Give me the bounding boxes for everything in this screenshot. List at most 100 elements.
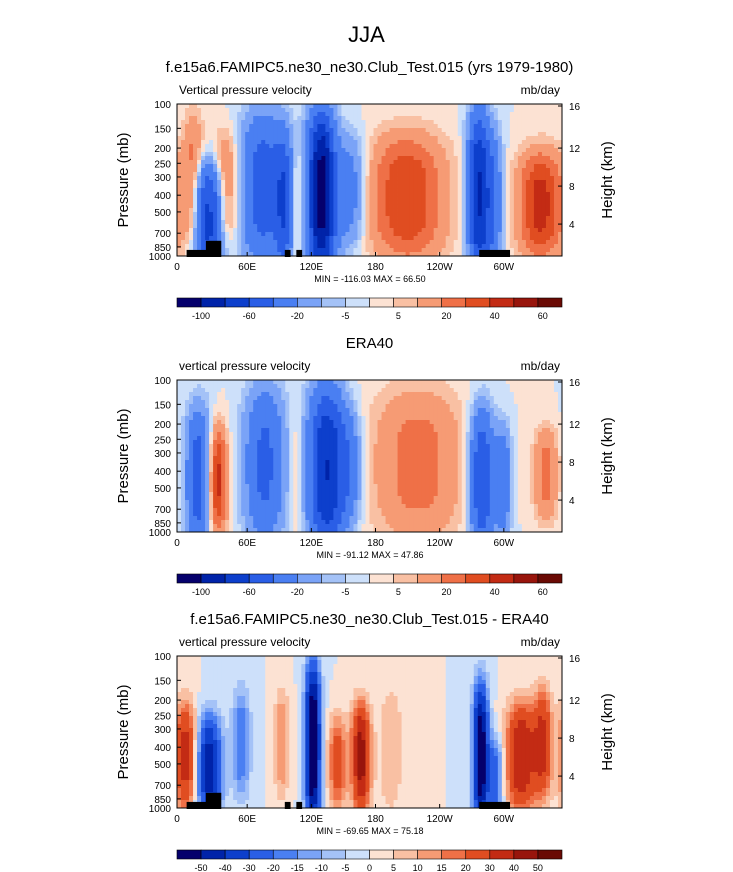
heatmap-cell xyxy=(317,220,322,225)
heatmap-cell xyxy=(477,232,483,237)
heatmap-cell xyxy=(405,120,410,125)
heatmap-cell xyxy=(425,392,431,397)
heatmap-cell xyxy=(337,124,342,129)
heatmap-cell xyxy=(433,392,439,397)
heatmap-cell xyxy=(489,384,495,389)
heatmap-cell xyxy=(489,200,495,205)
heatmap-cell xyxy=(477,404,483,409)
heatmap-cell xyxy=(261,152,266,157)
heatmap-cell xyxy=(181,112,186,117)
heatmap-cell xyxy=(201,172,206,177)
heatmap-cell xyxy=(425,132,431,137)
heatmap-cell xyxy=(361,108,366,113)
heatmap-cell xyxy=(505,192,511,197)
heatmap-cell xyxy=(321,244,326,249)
heatmap-cell xyxy=(513,120,519,125)
heatmap-cell xyxy=(365,236,370,241)
heatmap-cell xyxy=(277,128,282,133)
heatmap-cell xyxy=(361,400,366,405)
heatmap-cell xyxy=(345,180,350,185)
heatmap-cell xyxy=(197,144,202,149)
heatmap-cell xyxy=(541,244,547,249)
heatmap-cell xyxy=(453,408,459,413)
heatmap-cell xyxy=(353,116,358,121)
heatmap-cell xyxy=(413,408,419,413)
heatmap-cell xyxy=(365,228,370,233)
heatmap-cell xyxy=(341,164,346,169)
heatmap-cell xyxy=(429,144,435,149)
heatmap-cell xyxy=(257,220,262,225)
heatmap-cell xyxy=(449,400,455,405)
heatmap-cell xyxy=(397,236,402,241)
heatmap-cell xyxy=(305,400,310,405)
heatmap-cell xyxy=(305,192,310,197)
heatmap-cell xyxy=(333,208,338,213)
heatmap-cell xyxy=(425,120,431,125)
heatmap-cell xyxy=(197,380,202,385)
heatmap-cell xyxy=(497,208,503,213)
heatmap-cell xyxy=(293,104,298,109)
heatmap-cell xyxy=(401,152,406,157)
heatmap-cell xyxy=(293,128,298,133)
heatmap-cell xyxy=(329,196,334,201)
heatmap-cell xyxy=(421,184,427,189)
heatmap-cell xyxy=(413,116,419,121)
heatmap-cell xyxy=(213,388,218,393)
heatmap-cell xyxy=(473,380,479,385)
heatmap-cell xyxy=(201,184,206,189)
heatmap-cell xyxy=(545,380,551,385)
heatmap-cell xyxy=(317,164,322,169)
heatmap-cell xyxy=(293,148,298,153)
colorbar-swatch xyxy=(417,297,442,308)
heatmap-cell xyxy=(237,388,242,393)
heatmap-cell xyxy=(317,400,322,405)
heatmap-cell xyxy=(249,152,254,157)
heatmap-cell xyxy=(437,164,443,169)
heatmap-cell xyxy=(453,192,459,197)
heatmap-cell xyxy=(353,104,358,109)
heatmap-cell xyxy=(293,124,298,129)
heatmap-cell xyxy=(545,104,551,109)
heatmap-cell xyxy=(469,144,475,149)
heatmap-cell xyxy=(437,104,443,109)
heatmap-cell xyxy=(329,156,334,161)
heatmap-cell xyxy=(185,148,190,153)
heatmap-cell xyxy=(177,120,182,125)
heatmap-cell xyxy=(273,236,278,241)
heatmap-cell xyxy=(549,144,555,149)
heatmap-cell xyxy=(521,152,527,157)
heatmap-cell xyxy=(441,112,447,117)
heatmap-cell xyxy=(529,396,535,401)
heatmap-cell xyxy=(329,144,334,149)
heatmap-cell xyxy=(485,184,491,189)
heatmap-cell xyxy=(249,220,254,225)
heatmap-cell xyxy=(493,120,499,125)
heatmap-cell xyxy=(209,220,214,225)
heatmap-cell xyxy=(445,188,451,193)
heatmap-cell xyxy=(381,120,386,125)
heatmap-cell xyxy=(497,156,503,161)
heatmap-cell xyxy=(233,388,238,393)
heatmap-cell xyxy=(489,144,495,149)
heatmap-cell xyxy=(557,400,563,405)
heatmap-cell xyxy=(193,192,198,197)
heatmap-cell xyxy=(349,244,354,249)
heatmap-cell xyxy=(369,416,374,421)
heatmap-cell xyxy=(217,220,222,225)
heatmap-cell xyxy=(297,176,302,181)
heatmap-cell xyxy=(397,148,402,153)
heatmap-cell xyxy=(369,112,374,117)
heatmap-cell xyxy=(473,204,479,209)
heatmap-cell xyxy=(381,108,386,113)
heatmap-cell xyxy=(449,120,455,125)
heatmap-cell xyxy=(525,416,531,421)
heatmap-cell xyxy=(381,188,386,193)
heatmap-cell xyxy=(201,412,206,417)
heatmap-cell xyxy=(421,156,427,161)
heatmap-cell xyxy=(201,220,206,225)
heatmap-cell xyxy=(441,104,447,109)
heatmap-cell xyxy=(533,428,539,433)
heatmap-cell xyxy=(301,188,306,193)
heatmap-cell xyxy=(337,176,342,181)
heatmap-cell xyxy=(413,224,419,229)
